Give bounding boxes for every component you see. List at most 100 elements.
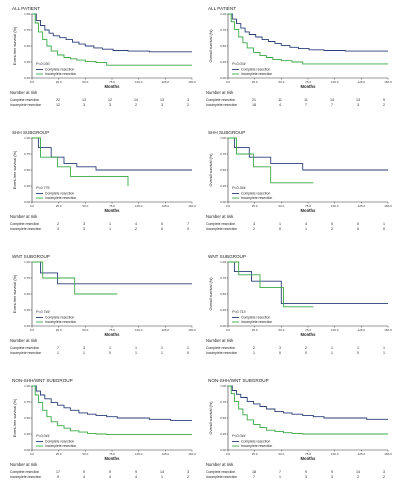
x-tick-label: 25.0 bbox=[252, 328, 258, 332]
y-tick-label: 0.00 bbox=[24, 324, 30, 328]
risk-count-complete: 14 bbox=[160, 470, 164, 474]
risk-count-incomplete: 1 bbox=[331, 351, 333, 355]
x-tick-label: 150.0 bbox=[384, 80, 392, 84]
curve-complete-resection bbox=[228, 261, 388, 305]
risk-count-incomplete: 12 bbox=[56, 103, 60, 107]
risk-count-incomplete: 1 bbox=[83, 351, 85, 355]
y-tick-label: 0.75 bbox=[24, 276, 30, 280]
risk-count-complete: 21 bbox=[252, 98, 256, 102]
risk-count-complete: 1 bbox=[135, 346, 137, 350]
x-axis-label: Months bbox=[301, 84, 317, 89]
p-value-label: P=0.044 bbox=[232, 434, 246, 438]
y-axis-label: Event-free survival (%) bbox=[13, 26, 17, 65]
risk-count-incomplete: 1 bbox=[135, 351, 137, 355]
risk-count-complete: 11 bbox=[278, 98, 282, 102]
risk-count-complete: 14 bbox=[134, 98, 138, 102]
curve-incomplete-resection bbox=[32, 261, 118, 295]
y-tick-label: 0.00 bbox=[220, 448, 226, 452]
x-tick-label: 150.0 bbox=[384, 204, 392, 208]
risk-count-complete: 18 bbox=[252, 470, 256, 474]
risk-count-incomplete: 2 bbox=[383, 475, 385, 479]
y-tick-label: 0.75 bbox=[24, 152, 30, 156]
risk-count-incomplete: 2 bbox=[135, 103, 137, 107]
risk-count-complete: 12 bbox=[108, 98, 112, 102]
y-tick-label: 0.25 bbox=[24, 308, 30, 312]
x-tick-label: 75.0 bbox=[305, 204, 311, 208]
x-tick-label: 0.0 bbox=[30, 328, 35, 332]
y-axis-label: Event-free survival (%) bbox=[13, 398, 17, 437]
risk-count-incomplete: 0 bbox=[357, 351, 359, 355]
risk-count-complete: 3 bbox=[279, 346, 281, 350]
risk-count-complete: 1 bbox=[109, 222, 111, 226]
risk-count-incomplete: 3 bbox=[109, 103, 111, 107]
p-value-label: P=0.364 bbox=[232, 186, 246, 190]
y-tick-label: 0.00 bbox=[24, 448, 30, 452]
y-tick-label: 0.00 bbox=[24, 200, 30, 204]
legend-incomplete-label: Incomplete resection bbox=[241, 320, 272, 324]
y-axis-label: Overall survival (%) bbox=[209, 401, 213, 435]
x-axis-label: Months bbox=[301, 456, 317, 461]
y-tick-label: 1.00 bbox=[24, 136, 30, 140]
x-tick-label: 75.0 bbox=[109, 204, 115, 208]
p-value-label: P=0.776 bbox=[36, 186, 50, 190]
y-tick-label: 1.00 bbox=[24, 260, 30, 264]
legend-incomplete-label: Incomplete resection bbox=[45, 320, 76, 324]
y-tick-label: 0.25 bbox=[24, 184, 30, 188]
p-value-label: P=0.044 bbox=[36, 434, 50, 438]
x-tick-label: 75.0 bbox=[305, 328, 311, 332]
risk-count-complete: 3 bbox=[187, 470, 189, 474]
panel-group-title: WNT SUBGROUP bbox=[208, 254, 246, 259]
risk-count-complete: 7 bbox=[187, 222, 189, 226]
risk-count-complete: 1 bbox=[109, 346, 111, 350]
y-tick-label: 0.25 bbox=[220, 184, 226, 188]
risk-count-incomplete: 4 bbox=[135, 475, 137, 479]
x-tick-label: 100.0 bbox=[135, 328, 143, 332]
x-tick-label: 125.0 bbox=[162, 328, 170, 332]
curve-incomplete-resection bbox=[32, 385, 192, 436]
y-tick-label: 0.00 bbox=[220, 324, 226, 328]
risk-row-label-complete: Complete resection bbox=[206, 222, 235, 226]
x-tick-label: 125.0 bbox=[358, 452, 366, 456]
x-tick-label: 25.0 bbox=[56, 204, 62, 208]
number-at-risk-title: Number at risk bbox=[206, 338, 234, 343]
x-tick-label: 100.0 bbox=[331, 80, 339, 84]
risk-count-incomplete: 0 bbox=[109, 351, 111, 355]
x-tick-label: 150.0 bbox=[188, 452, 196, 456]
risk-count-incomplete: 1 bbox=[57, 351, 59, 355]
risk-count-complete: 3 bbox=[383, 470, 385, 474]
y-tick-label: 0.50 bbox=[24, 292, 30, 296]
p-value-label: P=0.749 bbox=[36, 310, 50, 314]
curve-complete-resection bbox=[228, 13, 388, 52]
x-tick-label: 50.0 bbox=[82, 204, 88, 208]
risk-row-label-complete: Complete resection bbox=[206, 98, 235, 102]
risk-row-label-incomplete: Incomplete resection bbox=[10, 351, 41, 355]
risk-count-complete: 2 bbox=[253, 346, 255, 350]
risk-count-complete: 5 bbox=[383, 98, 385, 102]
y-tick-label: 0.25 bbox=[220, 308, 226, 312]
number-at-risk-title: Number at risk bbox=[10, 214, 38, 219]
curve-incomplete-resection bbox=[32, 137, 129, 186]
x-tick-label: 75.0 bbox=[305, 80, 311, 84]
curve-complete-resection bbox=[32, 385, 192, 422]
risk-count-incomplete: 0 bbox=[383, 227, 385, 231]
x-tick-label: 100.0 bbox=[135, 80, 143, 84]
legend-complete-label: Complete resection bbox=[45, 68, 74, 72]
y-tick-label: 0.00 bbox=[24, 76, 30, 80]
risk-count-incomplete: 4 bbox=[83, 475, 85, 479]
y-tick-label: 0.50 bbox=[220, 416, 226, 420]
risk-count-incomplete: 3 bbox=[305, 475, 307, 479]
legend-incomplete-label: Incomplete resection bbox=[45, 72, 76, 76]
risk-count-incomplete: 0 bbox=[187, 351, 189, 355]
y-tick-label: 0.75 bbox=[220, 276, 226, 280]
risk-count-incomplete: 2 bbox=[357, 475, 359, 479]
x-tick-label: 125.0 bbox=[358, 204, 366, 208]
x-tick-label: 0.0 bbox=[30, 204, 35, 208]
legend-complete-label: Complete resection bbox=[241, 316, 270, 320]
legend-complete-label: Complete resection bbox=[241, 440, 270, 444]
risk-count-incomplete: 3 bbox=[331, 475, 333, 479]
panel-group-title: NON-SHH/WNT SUBGROUP bbox=[12, 378, 73, 383]
risk-count-complete: 7 bbox=[57, 346, 59, 350]
p-value-label: P=0.713 bbox=[232, 310, 246, 314]
